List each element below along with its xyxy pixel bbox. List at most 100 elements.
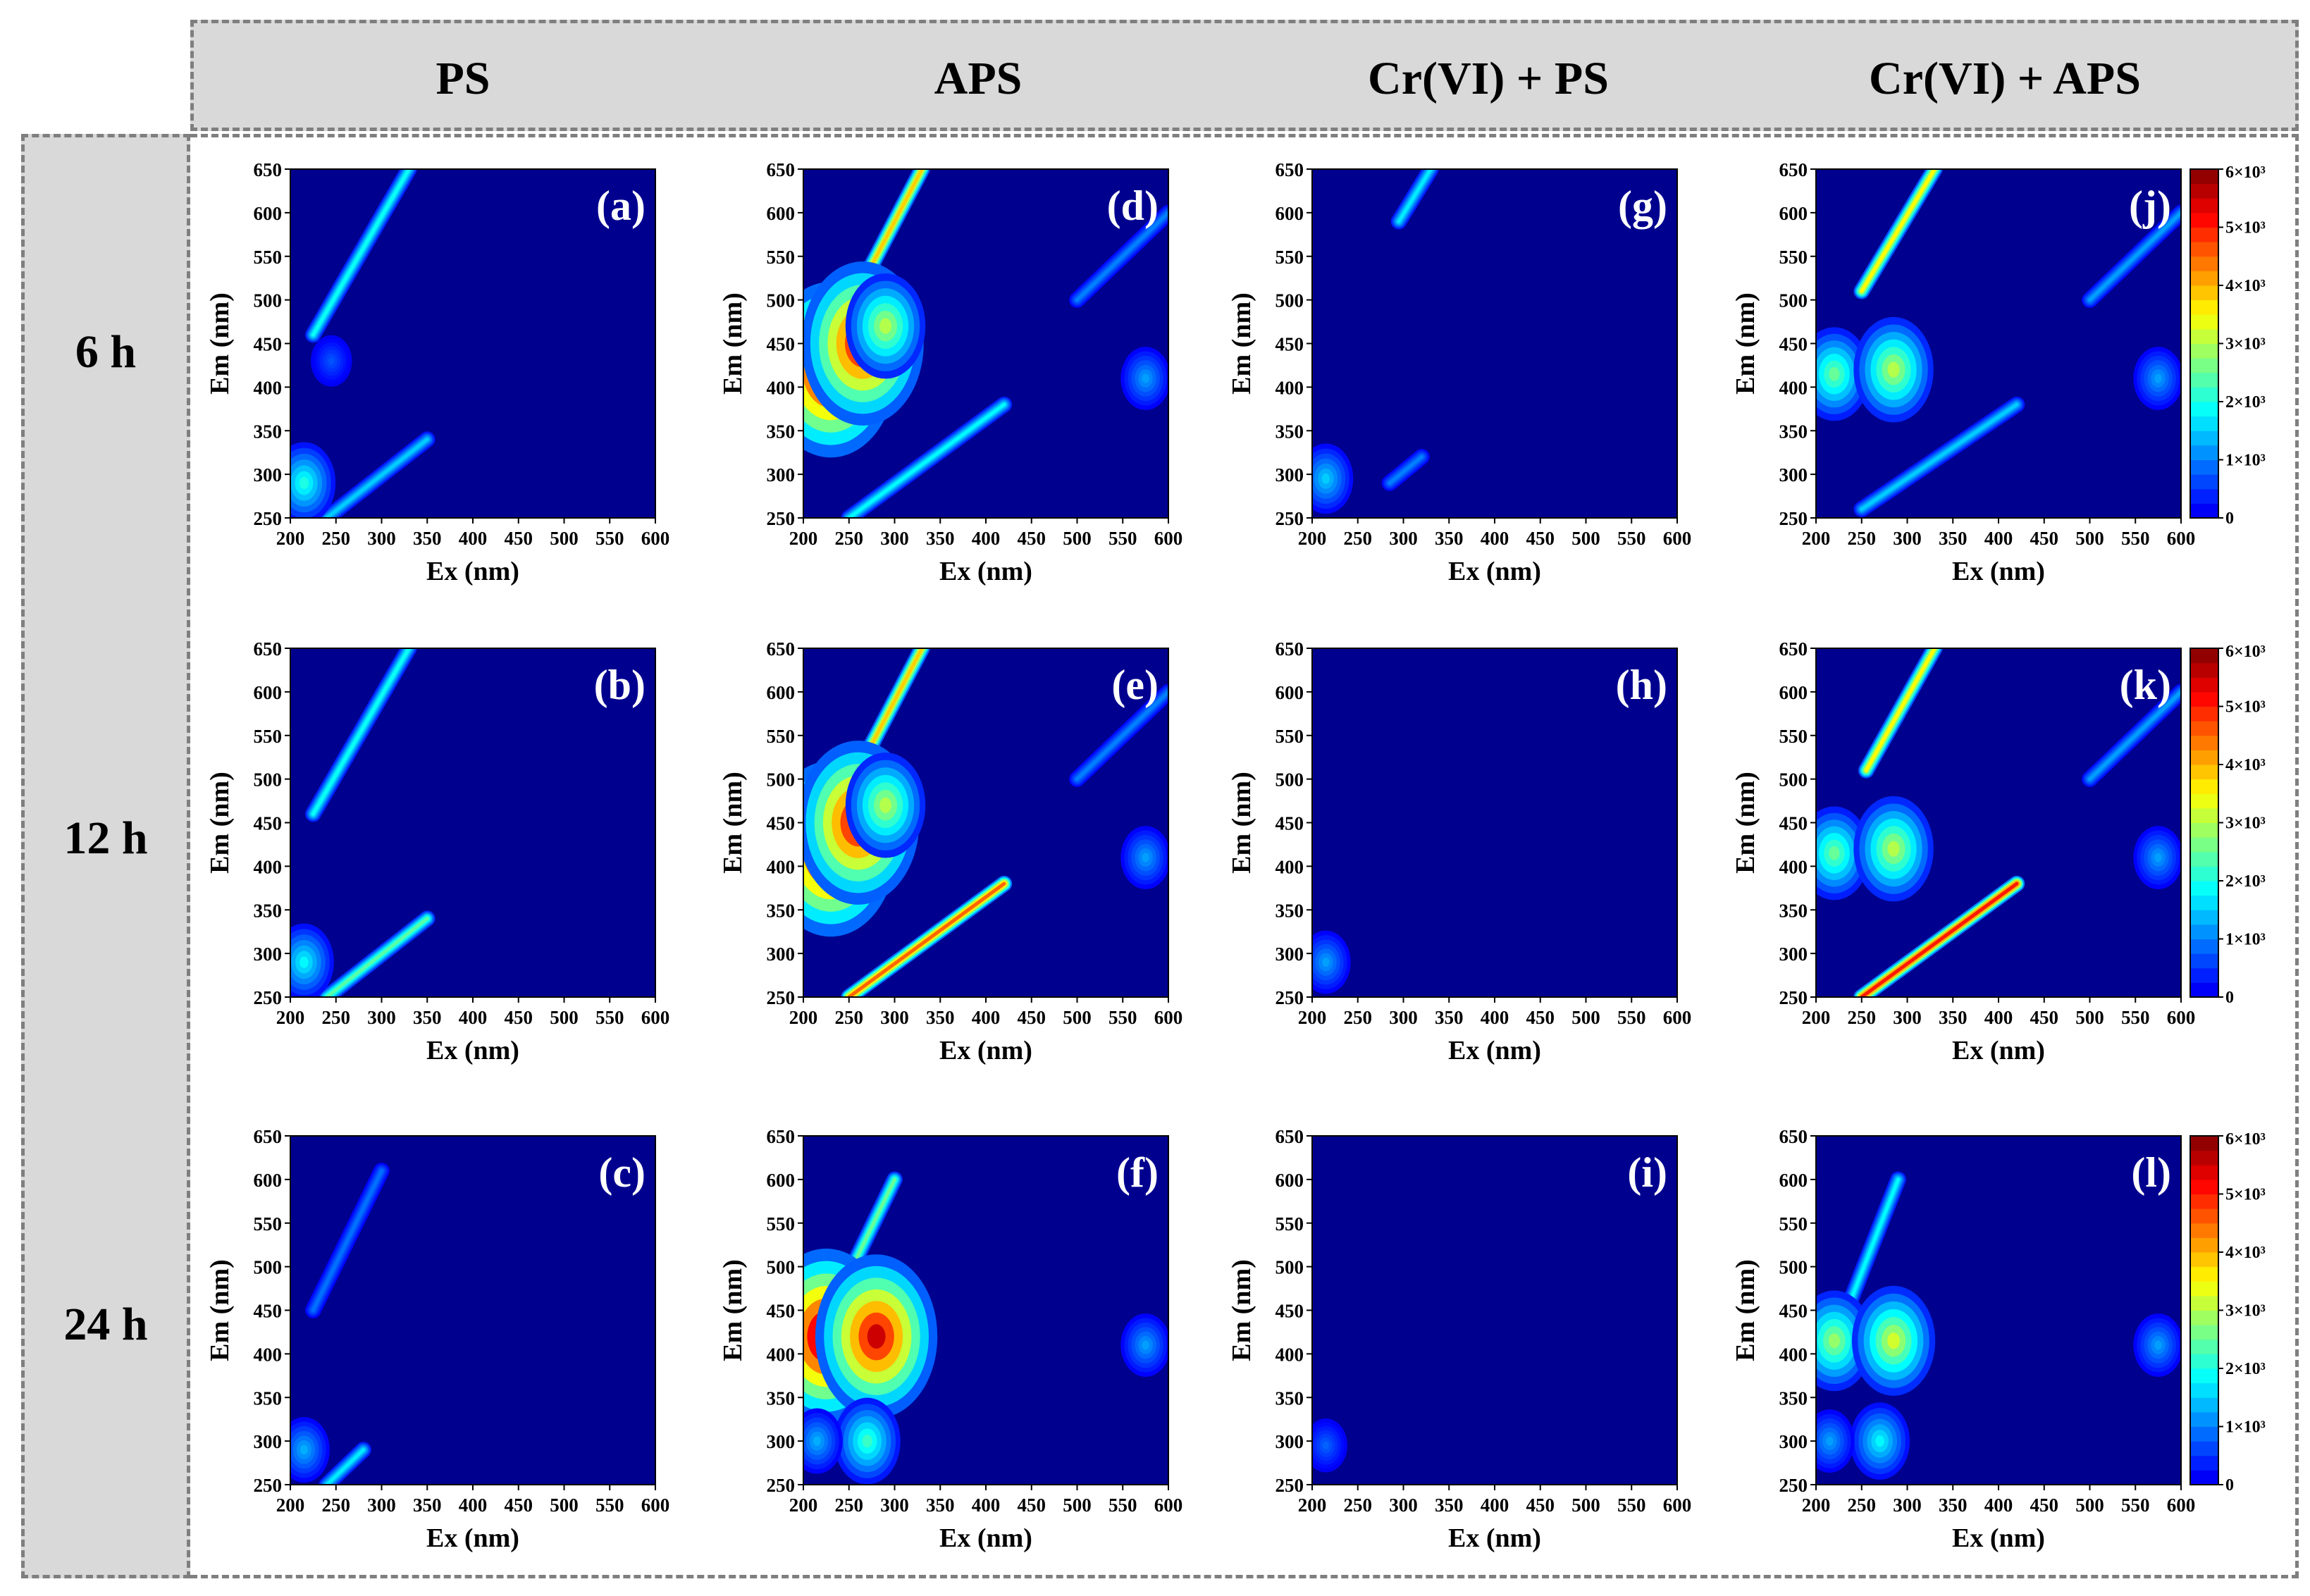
x-tick-label: 300 xyxy=(1389,1007,1418,1028)
y-tick-label: 550 xyxy=(1276,726,1304,747)
y-tick-label: 550 xyxy=(1276,247,1304,268)
y-tick-label: 650 xyxy=(254,638,283,660)
colorbar-step xyxy=(2190,474,2218,490)
colorbar-step xyxy=(2190,169,2218,185)
panel-letter: (f) xyxy=(1116,1149,1159,1196)
colorbar-tick-label: 5×10³ xyxy=(2225,1186,2266,1204)
colorbar-step xyxy=(2190,1397,2218,1413)
panel-d: 200 250 300 350 400 450 500 550 6002503003504004… xyxy=(718,159,1182,586)
y-tick-label: 650 xyxy=(1779,638,1808,660)
y-tick-label: 550 xyxy=(767,1213,796,1235)
y-tick-label: 300 xyxy=(1276,464,1304,485)
x-axis-label: Ex (nm) xyxy=(939,1523,1032,1553)
colorbar-step xyxy=(2190,939,2218,954)
y-tick-label: 600 xyxy=(767,203,796,224)
x-tick-label: 300 xyxy=(1389,528,1418,549)
y-tick-label: 450 xyxy=(1276,334,1304,355)
y-tick-label: 400 xyxy=(767,1344,796,1365)
colorbar: 0 1×10³ 2×10³ 3×10³ 4×10³ 5×10³ 6×10³ xyxy=(2189,163,2266,528)
colorbar-step xyxy=(2190,677,2218,693)
y-tick-label: 650 xyxy=(767,159,796,180)
scatter-band xyxy=(1841,1177,1901,1321)
panel-h: 200 250 300 350 400 450 500 550 6002503003504004… xyxy=(1227,638,1691,1065)
y-tick-label: 400 xyxy=(1779,856,1808,877)
colorbar-step xyxy=(2190,837,2218,853)
x-tick-label: 250 xyxy=(322,1007,351,1028)
colorbar-step xyxy=(2190,183,2218,199)
colorbar-step xyxy=(2190,779,2218,794)
scatter-band xyxy=(1075,690,1168,781)
panel-a: 200 250 300 350 400 450 500 550 6002503003504004… xyxy=(205,159,669,586)
x-axis-label: Ex (nm) xyxy=(1448,557,1541,586)
colorbar-tick-label: 4×10³ xyxy=(2225,277,2266,295)
y-tick-label: 350 xyxy=(767,900,796,921)
column-label-cr-ps: Cr(VI) + PS xyxy=(1368,53,1609,104)
y-tick-label: 650 xyxy=(767,1126,796,1147)
y-tick-label: 350 xyxy=(1779,900,1808,921)
colorbar-step xyxy=(2190,343,2218,359)
scatter-band xyxy=(311,648,411,816)
colorbar-tick-label: 6×10³ xyxy=(2225,163,2266,182)
y-tick-label: 500 xyxy=(1276,290,1304,311)
y-tick-label: 300 xyxy=(1276,944,1304,965)
y-tick-label: 400 xyxy=(1276,377,1304,398)
scatter-band xyxy=(1397,169,1433,223)
y-tick-label: 450 xyxy=(1276,813,1304,834)
scatter-band xyxy=(1860,169,1937,293)
x-tick-label: 400 xyxy=(972,1007,1001,1028)
colorbar-step xyxy=(2190,1470,2218,1485)
fluorescence-peak xyxy=(1142,373,1149,383)
y-tick-label: 550 xyxy=(1779,247,1808,268)
colorbar-step xyxy=(2190,822,2218,838)
x-tick-label: 400 xyxy=(459,528,488,549)
x-tick-label: 400 xyxy=(459,1007,488,1028)
colorbar-step xyxy=(2190,1310,2218,1325)
y-tick-label: 300 xyxy=(767,1431,796,1452)
y-tick-label: 500 xyxy=(1276,1257,1304,1278)
x-tick-label: 600 xyxy=(1154,1007,1183,1028)
x-tick-label: 450 xyxy=(1018,528,1046,549)
fluorescence-peak xyxy=(1887,841,1900,857)
colorbar-step xyxy=(2190,459,2218,475)
x-tick-label: 600 xyxy=(2167,1495,2196,1516)
x-tick-label: 500 xyxy=(1571,1495,1600,1516)
y-tick-label: 500 xyxy=(254,1257,283,1278)
y-tick-label: 650 xyxy=(1779,159,1808,180)
y-tick-label: 300 xyxy=(1779,1431,1808,1452)
x-tick-label: 550 xyxy=(1108,528,1137,549)
x-tick-label: 450 xyxy=(505,1007,533,1028)
fluorescence-peak xyxy=(300,1445,308,1455)
y-tick-label: 450 xyxy=(254,1301,283,1322)
y-tick-label: 450 xyxy=(767,813,796,834)
y-tick-label: 400 xyxy=(1779,377,1808,398)
x-tick-label: 600 xyxy=(1154,1495,1183,1516)
column-header-strip xyxy=(190,20,2299,131)
colorbar-step xyxy=(2190,387,2218,402)
colorbar-tick-label: 0 xyxy=(2225,989,2234,1007)
y-tick-label: 600 xyxy=(1779,203,1808,224)
y-tick-label: 250 xyxy=(1779,1475,1808,1496)
panel-b: 200 250 300 350 400 450 500 550 6002503003504004… xyxy=(205,638,669,1065)
y-tick-label: 600 xyxy=(254,1170,283,1191)
x-tick-label: 200 xyxy=(1298,528,1327,549)
panel-letter: (a) xyxy=(596,183,646,229)
colorbar-step xyxy=(2190,1325,2218,1340)
column-label-aps: APS xyxy=(934,53,1023,104)
fluorescence-peak xyxy=(328,357,335,365)
x-axis-label: Ex (nm) xyxy=(1952,557,2045,586)
x-tick-label: 250 xyxy=(322,528,351,549)
y-tick-label: 500 xyxy=(1276,769,1304,791)
colorbar-step xyxy=(2190,227,2218,242)
x-axis-label: Ex (nm) xyxy=(426,1523,519,1553)
y-tick-label: 550 xyxy=(1276,1213,1304,1235)
panel-letter: (c) xyxy=(598,1149,646,1196)
panel-l: 200 250 300 350 400 450 500 550 6002503003504004… xyxy=(1731,1126,2195,1553)
scatter-band xyxy=(311,1169,383,1312)
x-tick-label: 350 xyxy=(413,1495,442,1516)
panel-j: 200 250 300 350 400 450 500 550 6002503003504004… xyxy=(1731,159,2195,586)
panel-letter: (e) xyxy=(1111,662,1159,708)
y-tick-label: 400 xyxy=(1779,1344,1808,1365)
colorbar-step xyxy=(2190,1237,2218,1253)
colorbar-step xyxy=(2190,1382,2218,1398)
y-tick-label: 450 xyxy=(767,334,796,355)
